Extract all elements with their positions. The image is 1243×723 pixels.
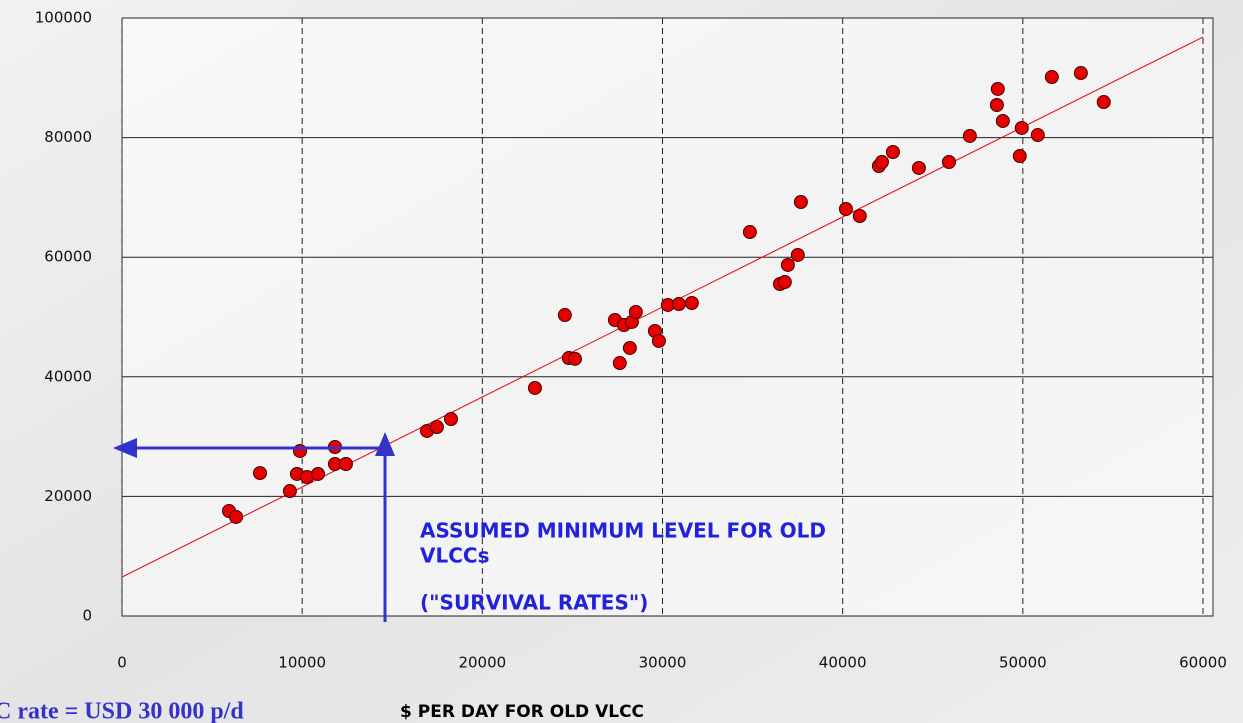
point	[780, 257, 795, 272]
point	[338, 456, 353, 471]
point	[990, 81, 1005, 96]
point	[567, 351, 582, 366]
point	[777, 275, 792, 290]
point	[995, 113, 1010, 128]
x-tick-label: 40000	[819, 654, 867, 672]
point	[282, 484, 297, 499]
annotation: ASSUMED MINIMUM LEVEL FOR OLD	[420, 519, 826, 543]
x-tick-label: 50000	[999, 654, 1047, 672]
point	[941, 154, 956, 169]
point	[874, 154, 889, 169]
point	[612, 356, 627, 371]
point	[622, 340, 637, 355]
point	[1030, 128, 1045, 143]
annotation: ("SURVIVAL RATES")	[420, 591, 648, 615]
point	[742, 225, 757, 240]
point	[557, 308, 572, 323]
point	[852, 208, 867, 223]
point	[429, 420, 444, 435]
point	[527, 380, 542, 395]
y-tick-label: 0	[82, 607, 92, 625]
point	[443, 412, 458, 427]
y-tick-label: 60000	[44, 248, 92, 266]
point	[885, 145, 900, 160]
point	[838, 202, 853, 217]
x-tick-label: 0	[117, 654, 127, 672]
point	[793, 195, 808, 210]
x-tick-label: 30000	[639, 654, 687, 672]
annotation: VLCCs	[420, 544, 489, 568]
y-tick-label: 100000	[35, 9, 92, 27]
x-tick-label: 10000	[278, 654, 326, 672]
point	[1044, 70, 1059, 85]
point	[628, 304, 643, 319]
x-tick-label: 60000	[1179, 654, 1227, 672]
point	[989, 98, 1004, 113]
point	[1014, 120, 1029, 135]
y-tick-label: 40000	[44, 367, 92, 385]
point	[962, 128, 977, 143]
point	[1096, 95, 1111, 110]
point	[311, 466, 326, 481]
point	[253, 466, 268, 481]
x-tick-label: 20000	[458, 654, 506, 672]
point	[229, 509, 244, 524]
x-axis-title: $ PER DAY FOR OLD VLCC	[400, 702, 644, 722]
point	[1073, 66, 1088, 81]
arrows	[113, 432, 395, 622]
point	[790, 247, 805, 262]
point	[1012, 149, 1027, 164]
footnote: C rate = USD 30 000 p/d	[0, 699, 244, 723]
point	[671, 297, 686, 312]
point	[293, 443, 308, 458]
point	[651, 333, 666, 348]
point	[911, 160, 926, 175]
point	[684, 296, 699, 311]
y-tick-label: 80000	[44, 128, 92, 146]
y-tick-label: 20000	[44, 487, 92, 505]
plot-area	[121, 17, 1214, 617]
